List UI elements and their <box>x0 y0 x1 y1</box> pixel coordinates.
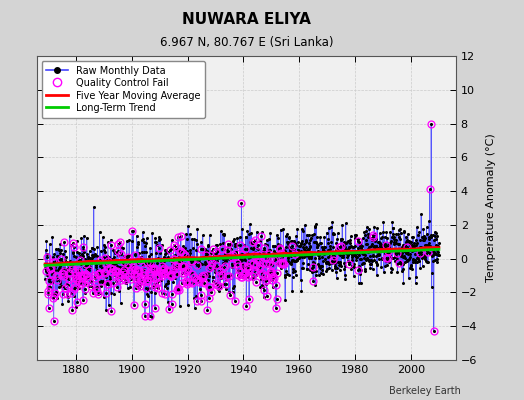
Legend: Raw Monthly Data, Quality Control Fail, Five Year Moving Average, Long-Term Tren: Raw Monthly Data, Quality Control Fail, … <box>41 61 205 118</box>
Text: NUWARA ELIYA: NUWARA ELIYA <box>182 12 311 27</box>
Y-axis label: Temperature Anomaly (°C): Temperature Anomaly (°C) <box>486 134 496 282</box>
Text: Berkeley Earth: Berkeley Earth <box>389 386 461 396</box>
Text: 6.967 N, 80.767 E (Sri Lanka): 6.967 N, 80.767 E (Sri Lanka) <box>159 36 333 49</box>
